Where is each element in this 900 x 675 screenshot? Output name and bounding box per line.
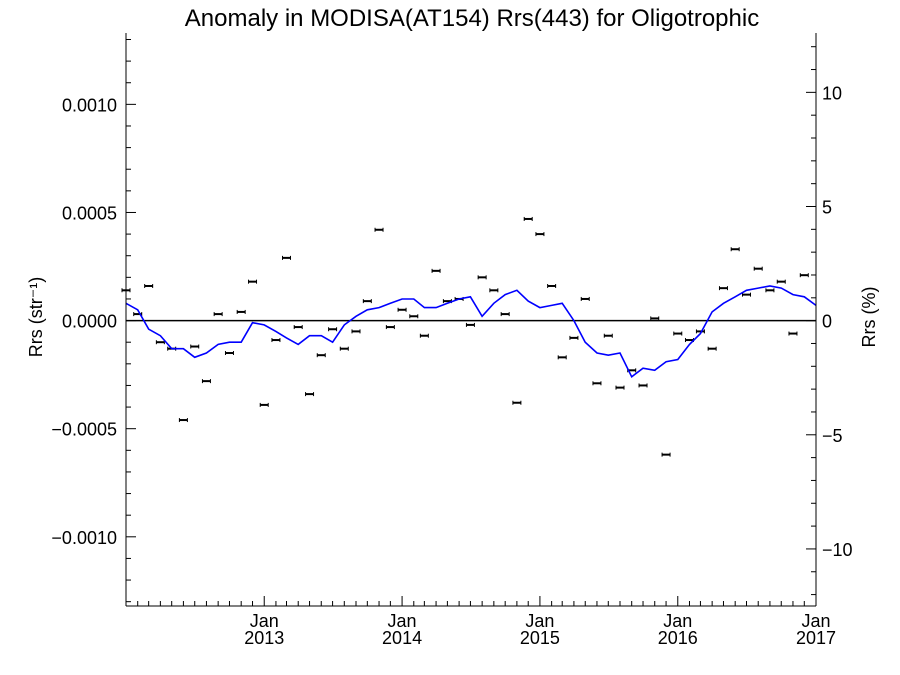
data-point	[512, 400, 522, 405]
data-point	[580, 296, 590, 301]
y2-tick-label: 0	[822, 312, 832, 332]
data-point	[477, 275, 487, 280]
chart-title: Anomaly in MODISA(AT154) Rrs(443) for Ol…	[185, 5, 759, 32]
data-point	[500, 312, 510, 317]
data-point	[465, 322, 475, 327]
x-tick-label-month: Jan	[250, 611, 279, 631]
data-point	[271, 338, 281, 343]
y-tick-label: 0.0010	[62, 95, 117, 115]
data-point	[603, 333, 613, 338]
data-point	[776, 279, 786, 284]
data-point	[650, 316, 660, 321]
data-point	[742, 292, 752, 297]
y2-tick-label: −5	[822, 426, 843, 446]
plot-area	[121, 216, 817, 457]
y-tick-label: −0.0010	[51, 528, 117, 548]
data-point	[374, 227, 384, 232]
y2-tick-label: 5	[822, 197, 832, 217]
data-point	[661, 452, 671, 457]
data-point	[248, 279, 258, 284]
data-point	[788, 331, 798, 336]
data-point	[673, 331, 683, 336]
data-point	[707, 346, 717, 351]
data-point	[557, 355, 567, 360]
data-point	[592, 381, 602, 386]
y-axis-label: Rrs (str⁻¹)	[26, 277, 46, 357]
data-point	[213, 312, 223, 317]
data-point	[178, 418, 188, 423]
y-tick-label: 0.0005	[62, 203, 117, 223]
data-point	[569, 335, 579, 340]
data-point	[489, 288, 499, 293]
data-point	[523, 216, 533, 221]
x-tick-label-year: 2013	[244, 628, 284, 648]
y2-axis-label: Rrs (%)	[859, 287, 879, 348]
data-point	[419, 333, 429, 338]
y2-tick-label: −10	[822, 540, 853, 560]
data-point	[385, 325, 395, 330]
y-tick-label: −0.0005	[51, 420, 117, 440]
data-point	[328, 327, 338, 332]
data-point	[224, 351, 234, 356]
data-point	[397, 307, 407, 312]
data-point	[718, 286, 728, 291]
data-point	[765, 288, 775, 293]
data-point	[144, 283, 154, 288]
data-point	[695, 329, 705, 334]
data-point	[753, 266, 763, 271]
x-tick-label-year: 2015	[520, 628, 560, 648]
x-tick-label-year: 2016	[658, 628, 698, 648]
anomaly-line	[125, 285, 817, 379]
data-point	[615, 385, 625, 390]
data-point	[305, 392, 315, 397]
x-tick-label-month: Jan	[801, 611, 830, 631]
data-point	[351, 329, 361, 334]
y-tick-label: 0.0000	[62, 312, 117, 332]
data-point	[316, 353, 326, 358]
x-tick-label-year: 2014	[382, 628, 422, 648]
data-point	[638, 383, 648, 388]
x-tick-label-month: Jan	[388, 611, 417, 631]
data-point	[293, 325, 303, 330]
data-point	[409, 314, 419, 319]
y2-tick-label: 10	[822, 83, 842, 103]
data-point	[190, 344, 200, 349]
data-point	[339, 346, 349, 351]
data-point	[547, 283, 557, 288]
data-point	[535, 232, 545, 237]
data-point	[155, 340, 165, 345]
data-point	[431, 268, 441, 273]
data-point	[730, 247, 740, 252]
axes: 0.0010 0.0005 0.0000 −0.0005 −0.0010 10 5 0 −5 −1…	[51, 33, 853, 648]
data-point	[236, 309, 246, 314]
x-tick-label-year: 2017	[796, 628, 836, 648]
x-tick-label-month: Jan	[663, 611, 692, 631]
data-point	[201, 379, 211, 384]
data-point	[362, 299, 372, 304]
data-point	[799, 273, 809, 278]
data-point	[282, 255, 292, 260]
data-point	[259, 402, 269, 407]
x-tick-label-month: Jan	[525, 611, 554, 631]
